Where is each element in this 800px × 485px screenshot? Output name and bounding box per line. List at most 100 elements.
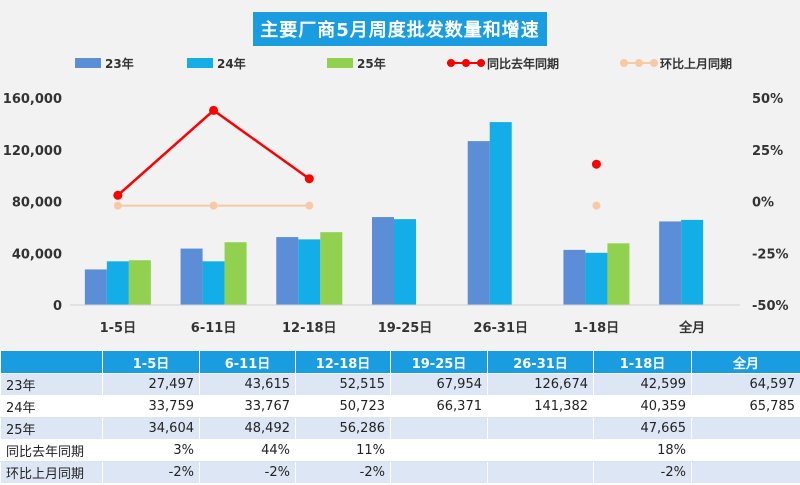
x-tick-label: 全月 <box>678 320 705 336</box>
chart-title: 主要厂商5月周度批发数量和增速 <box>253 12 547 46</box>
legend-marker-yoy <box>447 58 485 68</box>
bar-25年-12-18日 <box>320 232 343 305</box>
line-segment-同比去年同期 <box>117 109 215 197</box>
legend-swatch-25 <box>327 58 353 68</box>
table-cell: -2% <box>102 461 200 484</box>
x-tick-label: 6-11日 <box>191 321 237 336</box>
bar-25年-1-5日 <box>128 260 151 305</box>
bar-25年-6-11日 <box>224 242 247 305</box>
x-tick-label: 1-18日 <box>574 321 620 336</box>
table-row: 24年 33,759 33,767 50,723 66,371 141,382 … <box>0 395 800 418</box>
table-header-cell: 1-18日 <box>593 350 692 374</box>
table-cell: 18% <box>593 439 692 462</box>
table-cell: 126,674 <box>487 373 594 396</box>
y-right-tick-label: 50% <box>752 92 783 107</box>
table-row-label: 同比去年同期 <box>0 439 103 462</box>
table-cell <box>691 417 800 440</box>
x-tick-label: 26-31日 <box>473 321 528 336</box>
table-cell: 42,599 <box>593 373 692 396</box>
table-cell <box>487 461 594 484</box>
table-header-cell: 全月 <box>691 350 800 374</box>
table-header-cell: 26-31日 <box>487 350 594 374</box>
y-left-tick-label: 0 <box>53 299 62 314</box>
legend-item-23: 23年 <box>75 52 134 74</box>
table-cell <box>390 439 488 462</box>
table-cell: 44% <box>199 439 296 462</box>
point-环比上月同期-12-18日 <box>305 201 314 210</box>
table-cell: -2% <box>593 461 692 484</box>
point-同比去年同期-1-18日 <box>591 159 601 169</box>
table-cell <box>487 439 594 462</box>
bar-24年-6-11日 <box>202 261 225 305</box>
bar-23年-12-18日 <box>276 237 299 305</box>
line-segment-同比去年同期 <box>212 109 311 180</box>
y-right-tick-label: -50% <box>752 299 789 314</box>
chart-legend: 23年 24年 25年 同比去年同期 环比上 <box>0 52 800 74</box>
table-cell: 65,785 <box>691 395 800 418</box>
table-cell: 48,492 <box>199 417 296 440</box>
table-cell: 3% <box>102 439 200 462</box>
legend-label-25: 25年 <box>357 56 386 71</box>
table-cell: 47,665 <box>593 417 692 440</box>
table-cell: 56,286 <box>295 417 391 440</box>
table-header-cell: 19-25日 <box>390 350 488 374</box>
legend-marker-mom <box>620 58 658 68</box>
bar-23年-6-11日 <box>180 248 203 305</box>
y-left-tick-label: 40,000 <box>12 247 62 262</box>
legend-label-23: 23年 <box>105 56 134 71</box>
y-left-tick-label: 120,000 <box>3 144 62 159</box>
y-right-tick-label: 25% <box>752 144 783 159</box>
bar-24年-1-5日 <box>106 261 129 305</box>
bar-24年-19-25日 <box>394 219 416 305</box>
table-cell: 33,767 <box>199 395 296 418</box>
bar-23年-19-25日 <box>372 217 394 305</box>
bar-24年-12-18日 <box>298 239 321 305</box>
y-left-tick-label: 160,000 <box>3 92 62 107</box>
table-row: 环比上月同期 -2% -2% -2% -2% <box>0 461 800 484</box>
chart-area: 0 40,000 80,000 120,000 160,000 -50% -25% 0% 25%… <box>0 0 800 350</box>
table-cell: 27,497 <box>102 373 200 396</box>
point-同比去年同期-1-5日 <box>113 190 123 200</box>
table-header-cell: 12-18日 <box>295 350 391 374</box>
bar-24年-1-18日 <box>585 252 608 305</box>
chart-plot: 0 40,000 80,000 120,000 160,000 -50% -25% 0% 25%… <box>3 92 789 336</box>
table-cell: 66,371 <box>390 395 488 418</box>
table-cell: 64,597 <box>691 373 800 396</box>
x-tick-label: 19-25日 <box>378 321 433 336</box>
legend-item-24: 24年 <box>187 52 246 74</box>
table-header-cell: 6-11日 <box>199 350 296 374</box>
point-同比去年同期-12-18日 <box>304 174 314 184</box>
table-cell: -2% <box>199 461 296 484</box>
bar-23年-全月 <box>659 221 682 305</box>
x-tick-label: 1-5日 <box>100 321 137 336</box>
table-row-label: 24年 <box>0 395 103 418</box>
table-row-label: 环比上月同期 <box>0 461 103 484</box>
bar-23年-1-18日 <box>563 249 586 305</box>
bar-23年-26-31日 <box>467 141 490 305</box>
table-row-label: 25年 <box>0 417 103 440</box>
legend-label-24: 24年 <box>217 56 246 71</box>
table-cell: 34,604 <box>102 417 200 440</box>
data-table: 1-5日 6-11日 12-18日 19-25日 26-31日 1-18日 全月… <box>0 350 800 484</box>
legend-swatch-23 <box>75 58 101 68</box>
table-cell: 50,723 <box>295 395 391 418</box>
bar-25年-1-18日 <box>607 243 630 305</box>
point-环比上月同期-1-18日 <box>592 201 601 210</box>
y-left-tick-label: 80,000 <box>12 196 62 211</box>
table-cell <box>487 417 594 440</box>
table-row: 25年 34,604 48,492 56,286 47,665 <box>0 417 800 440</box>
table-cell: 40,359 <box>593 395 692 418</box>
x-tick-label: 12-18日 <box>282 321 337 336</box>
y-right-tick-label: -25% <box>752 247 789 262</box>
point-环比上月同期-6-11日 <box>209 201 218 210</box>
legend-label-yoy: 同比去年同期 <box>487 56 560 71</box>
table-row: 同比去年同期 3% 44% 11% 18% <box>0 439 800 462</box>
table-cell: 52,515 <box>295 373 391 396</box>
table-cell <box>390 417 488 440</box>
table-cell <box>691 439 800 462</box>
table-header-corner <box>0 350 103 374</box>
table-cell: 11% <box>295 439 391 462</box>
table-cell: 33,759 <box>102 395 200 418</box>
legend-item-25: 25年 <box>327 52 386 74</box>
table-row-label: 23年 <box>0 373 103 396</box>
